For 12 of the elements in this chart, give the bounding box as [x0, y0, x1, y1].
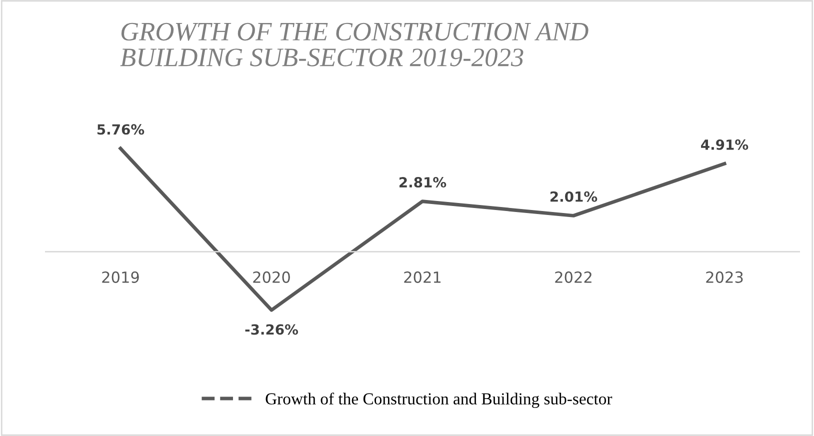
data-label: 4.91%	[701, 139, 748, 150]
x-tick-label: 2023	[706, 271, 743, 283]
data-label: -3.26%	[245, 324, 298, 335]
x-tick-label: 2022	[555, 271, 592, 283]
legend-label: Growth of the Construction and Building sub-sector	[266, 392, 612, 408]
chart-title: GROWTH OF THE CONSTRUCTION AND BUILDING SUB-SECTOR 2019-2023	[120, 22, 588, 66]
data-label: 5.76%	[97, 124, 144, 135]
data-label: 2.01%	[550, 191, 598, 202]
data-label: 2.81%	[400, 177, 446, 188]
x-tick-label: 2021	[404, 271, 441, 283]
x-tick-label: 2020	[253, 271, 290, 283]
x-tick-label: 2019	[102, 271, 139, 283]
